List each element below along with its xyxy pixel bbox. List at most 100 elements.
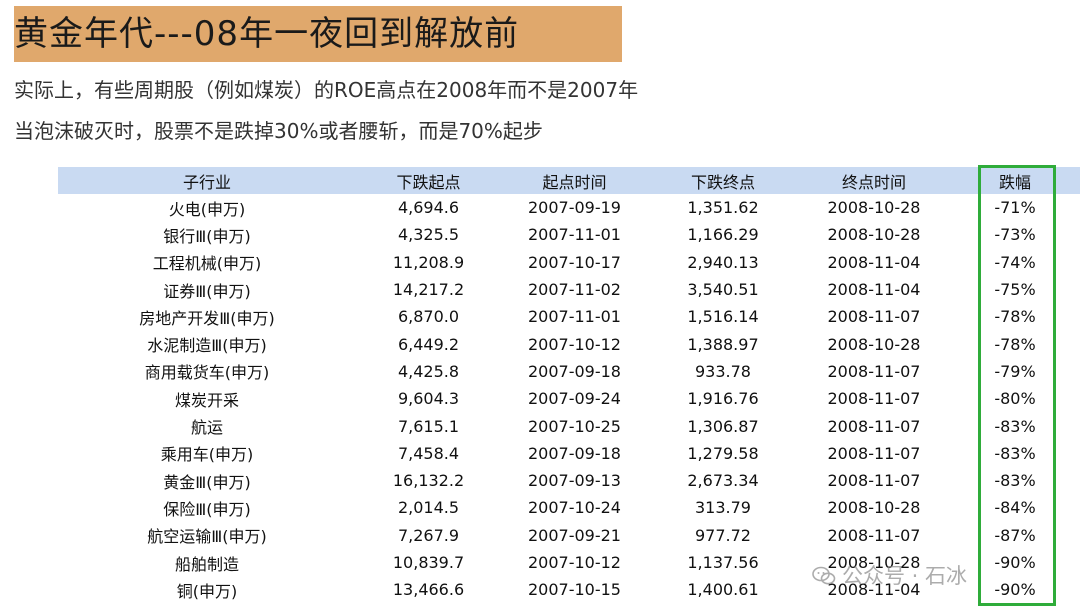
table-row: 房地产开发Ⅲ(申万) 6,870.0 2007-11-01 1,516.14 2008-… xyxy=(58,303,1080,330)
cell-sub-industry: 煤炭开采 xyxy=(174,390,239,410)
watermark: 公众号 · 石冰 xyxy=(812,560,967,590)
cell-start-date: 2007-09-21 xyxy=(528,525,621,545)
cell-end-value: 977.72 xyxy=(695,525,751,545)
table-row: 乘用车(申万) 7,458.4 2007-09-18 1,279.58 2008-11-… xyxy=(58,440,1080,467)
cell-end-value: 2,673.34 xyxy=(687,471,759,491)
cell-sub-industry: 乘用车(申万) xyxy=(160,445,254,465)
cell-sub-industry: 房地产开发Ⅲ(申万) xyxy=(139,308,275,328)
cell-decline-pct: -90% xyxy=(994,553,1036,572)
page-title: 黄金年代---08年一夜回到解放前 xyxy=(14,14,520,54)
cell-end-value: 1,137.56 xyxy=(687,553,759,572)
cell-start-date: 2007-10-12 xyxy=(528,553,621,572)
cell-end-value: 1,388.97 xyxy=(687,334,759,354)
table-body: 火电(申万) 4,694.6 2007-09-19 1,351.62 2008-10-2… xyxy=(58,194,1080,603)
cell-start-date: 2007-10-24 xyxy=(528,498,621,518)
cell-end-date: 2008-11-04 xyxy=(827,280,921,300)
cell-start-date: 2007-11-01 xyxy=(528,225,621,245)
cell-end-date: 2008-11-07 xyxy=(827,416,921,436)
cell-end-value: 933.78 xyxy=(695,361,751,381)
cell-start-value: 2,014.5 xyxy=(397,498,460,518)
cell-start-value: 7,458.4 xyxy=(397,443,460,463)
header-end-date: 终点时间 xyxy=(798,167,950,194)
cell-start-value: 9,604.3 xyxy=(397,389,460,409)
cell-start-value: 4,425.8 xyxy=(397,361,460,381)
cell-decline-pct: -84% xyxy=(994,498,1036,518)
cell-sub-industry: 航空运输Ⅲ(申万) xyxy=(147,527,267,547)
cell-end-value: 3,540.51 xyxy=(687,280,759,300)
cell-start-value: 16,132.2 xyxy=(392,471,465,491)
table-row: 航空运输Ⅲ(申万) 7,267.9 2007-09-21 977.72 2008-11-… xyxy=(58,522,1080,549)
cell-start-date: 2007-10-17 xyxy=(528,252,621,272)
cell-decline-pct: -74% xyxy=(994,252,1036,272)
table-row: 船舶制造 10,839.7 2007-10-12 1,137.56 2008-10-28… xyxy=(58,549,1080,576)
cell-start-value: 7,267.9 xyxy=(397,525,460,545)
table-row: 煤炭开采 9,604.3 2007-09-24 1,916.76 2008-11-07 -… xyxy=(58,385,1080,412)
cell-end-date: 2008-11-07 xyxy=(827,389,921,409)
cell-sub-industry: 铜(申万) xyxy=(176,581,238,601)
cell-end-date: 2008-11-04 xyxy=(827,252,921,272)
cell-end-date: 2008-10-28 xyxy=(827,198,921,218)
cell-start-value: 4,325.5 xyxy=(397,225,460,245)
cell-end-date: 2008-11-07 xyxy=(827,307,921,327)
cell-end-date: 2008-11-07 xyxy=(827,471,921,491)
cell-end-date: 2008-10-28 xyxy=(827,225,921,245)
cell-decline-pct: -90% xyxy=(994,580,1036,600)
cell-sub-industry: 商用载货车(申万) xyxy=(144,363,270,383)
table-row: 证券Ⅲ(申万) 14,217.2 2007-11-02 3,540.51 2008-11… xyxy=(58,276,1080,303)
cell-end-value: 313.79 xyxy=(695,498,751,518)
cell-decline-pct: -83% xyxy=(994,416,1036,436)
cell-start-value: 14,217.2 xyxy=(392,280,465,300)
watermark-text: 公众号 · 石冰 xyxy=(842,564,968,588)
cell-end-date: 2008-11-07 xyxy=(827,443,921,463)
cell-decline-pct: -78% xyxy=(994,307,1036,327)
cell-decline-pct: -71% xyxy=(994,198,1036,218)
cell-end-date: 2008-11-07 xyxy=(827,361,921,381)
cell-end-date: 2008-10-28 xyxy=(827,498,921,518)
table-row: 工程机械(申万) 11,208.9 2007-10-17 2,940.13 2008-1… xyxy=(58,249,1080,276)
cell-start-date: 2007-10-15 xyxy=(528,580,621,600)
header-end-value: 下跌终点 xyxy=(648,167,798,194)
cell-end-date: 2008-10-28 xyxy=(827,553,921,572)
table-row: 保险Ⅲ(申万) 2,014.5 2007-10-24 313.79 2008-10-28… xyxy=(58,494,1080,521)
cell-end-value: 1,166.29 xyxy=(687,225,759,245)
header-start-value: 下跌起点 xyxy=(356,167,501,194)
cell-start-date: 2007-10-25 xyxy=(528,416,621,436)
table-header-row: 子行业 下跌起点 起点时间 下跌终点 终点时间 跌幅 xyxy=(58,167,1080,194)
header-sub-industry: 子行业 xyxy=(58,167,356,194)
cell-end-date: 2008-11-04 xyxy=(827,580,921,600)
subtitle-line-1: 实际上，有些周期股（例如煤炭）的ROE高点在2008年而不是2007年 xyxy=(14,78,639,102)
cell-start-date: 2007-11-02 xyxy=(528,280,621,300)
cell-start-date: 2007-11-01 xyxy=(528,307,621,327)
cell-start-date: 2007-09-19 xyxy=(528,198,621,218)
cell-decline-pct: -83% xyxy=(994,443,1036,463)
table-row: 火电(申万) 4,694.6 2007-09-19 1,351.62 2008-10-2… xyxy=(58,194,1080,221)
table-row: 航运 7,615.1 2007-10-25 1,306.87 2008-11-07 -83… xyxy=(58,412,1080,439)
header-decline-pct: 跌幅 xyxy=(950,167,1080,194)
table-row: 铜(申万) 13,466.6 2007-10-15 1,400.61 2008-11-0… xyxy=(58,576,1080,603)
cell-end-value: 1,279.58 xyxy=(687,443,759,463)
cell-start-date: 2007-09-18 xyxy=(528,443,621,463)
table-row: 银行Ⅲ(申万) 4,325.5 2007-11-01 1,166.29 2008-10-… xyxy=(58,221,1080,248)
cell-sub-industry: 火电(申万) xyxy=(168,199,246,219)
cell-sub-industry: 银行Ⅲ(申万) xyxy=(163,226,251,246)
cell-decline-pct: -78% xyxy=(994,334,1036,354)
cell-sub-industry: 船舶制造 xyxy=(174,554,239,574)
cell-decline-pct: -79% xyxy=(994,361,1036,381)
cell-end-date: 2008-10-28 xyxy=(827,334,921,354)
cell-start-date: 2007-09-24 xyxy=(528,389,621,409)
cell-decline-pct: -73% xyxy=(994,225,1036,245)
cell-start-date: 2007-10-12 xyxy=(528,334,621,354)
cell-start-value: 6,870.0 xyxy=(397,307,460,327)
table-row: 黄金Ⅲ(申万) 16,132.2 2007-09-13 2,673.34 2008-11… xyxy=(58,467,1080,494)
cell-start-value: 13,466.6 xyxy=(392,580,465,600)
cell-end-value: 1,516.14 xyxy=(687,307,759,327)
cell-start-value: 4,694.6 xyxy=(397,198,460,218)
cell-start-value: 7,615.1 xyxy=(397,416,460,436)
cell-end-value: 1,306.87 xyxy=(687,416,759,436)
table-row: 水泥制造Ⅲ(申万) 6,449.2 2007-10-12 1,388.97 2008-1… xyxy=(58,330,1080,357)
table-row: 商用载货车(申万) 4,425.8 2007-09-18 933.78 2008-11-… xyxy=(58,358,1080,385)
cell-sub-industry: 工程机械(申万) xyxy=(152,254,262,274)
cell-decline-pct: -87% xyxy=(994,525,1036,545)
title-banner xyxy=(14,6,622,62)
decline-table: 子行业 下跌起点 起点时间 下跌终点 终点时间 跌幅 火电(申万) 4,694.6… xyxy=(58,167,1080,603)
